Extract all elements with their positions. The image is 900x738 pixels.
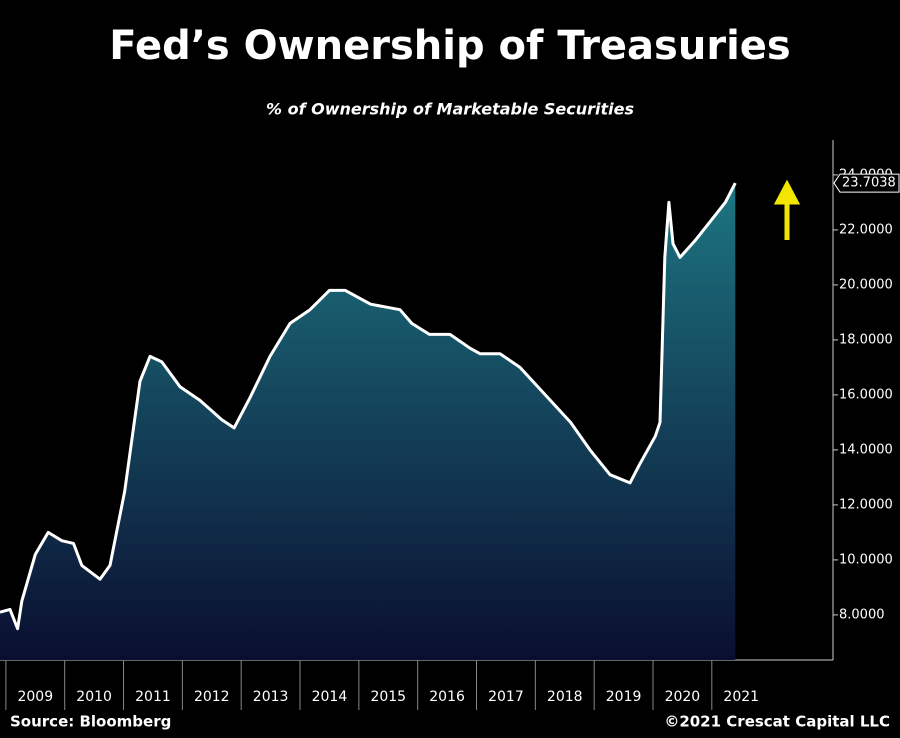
x-tick-label: 2014: [312, 689, 348, 705]
plot: 8.0000 10.0000 12.0000 14.0000 16.0000 18.000…: [0, 140, 900, 710]
y-tick-label: 18.0000: [839, 332, 893, 347]
y-tick-label: 22.0000: [839, 222, 893, 237]
y-tick-label: 12.0000: [839, 497, 893, 512]
y-tick-label: 20.0000: [839, 277, 893, 292]
x-tick-label: 2018: [547, 689, 583, 705]
x-tick-label: 2009: [17, 689, 53, 705]
x-tick-label: 2016: [429, 689, 465, 705]
source: Source: Bloomberg: [10, 713, 171, 731]
y-tick-label: 16.0000: [839, 387, 893, 402]
chart-title: Fed’s Ownership of Treasuries: [109, 23, 790, 69]
last-value-label: 23.7038: [842, 176, 896, 191]
x-tick-label: 2021: [723, 689, 759, 705]
last-value-box: [833, 173, 900, 193]
y-tick-label: 8.0000: [839, 607, 885, 622]
x-tick-label: 2017: [488, 689, 524, 705]
y-tick-label: 14.0000: [839, 442, 893, 457]
x-tick-label: 2020: [665, 689, 701, 705]
area-fill: [0, 183, 736, 660]
chart-subtitle: % of Ownership of Marketable Securities: [266, 100, 634, 119]
up-arrow: [773, 179, 801, 240]
credit: ©2021 Crescat Capital LLC: [664, 713, 890, 731]
x-tick-label: 2019: [606, 689, 642, 705]
x-tick-label: 2015: [370, 689, 406, 705]
x-tick-label: 2010: [76, 689, 112, 705]
x-tick-label: 2011: [135, 689, 171, 705]
y-tick-label: 10.0000: [839, 552, 893, 567]
line: [0, 182, 737, 631]
x-tick-label: 2012: [194, 689, 230, 705]
x-tick-label: 2013: [253, 689, 289, 705]
